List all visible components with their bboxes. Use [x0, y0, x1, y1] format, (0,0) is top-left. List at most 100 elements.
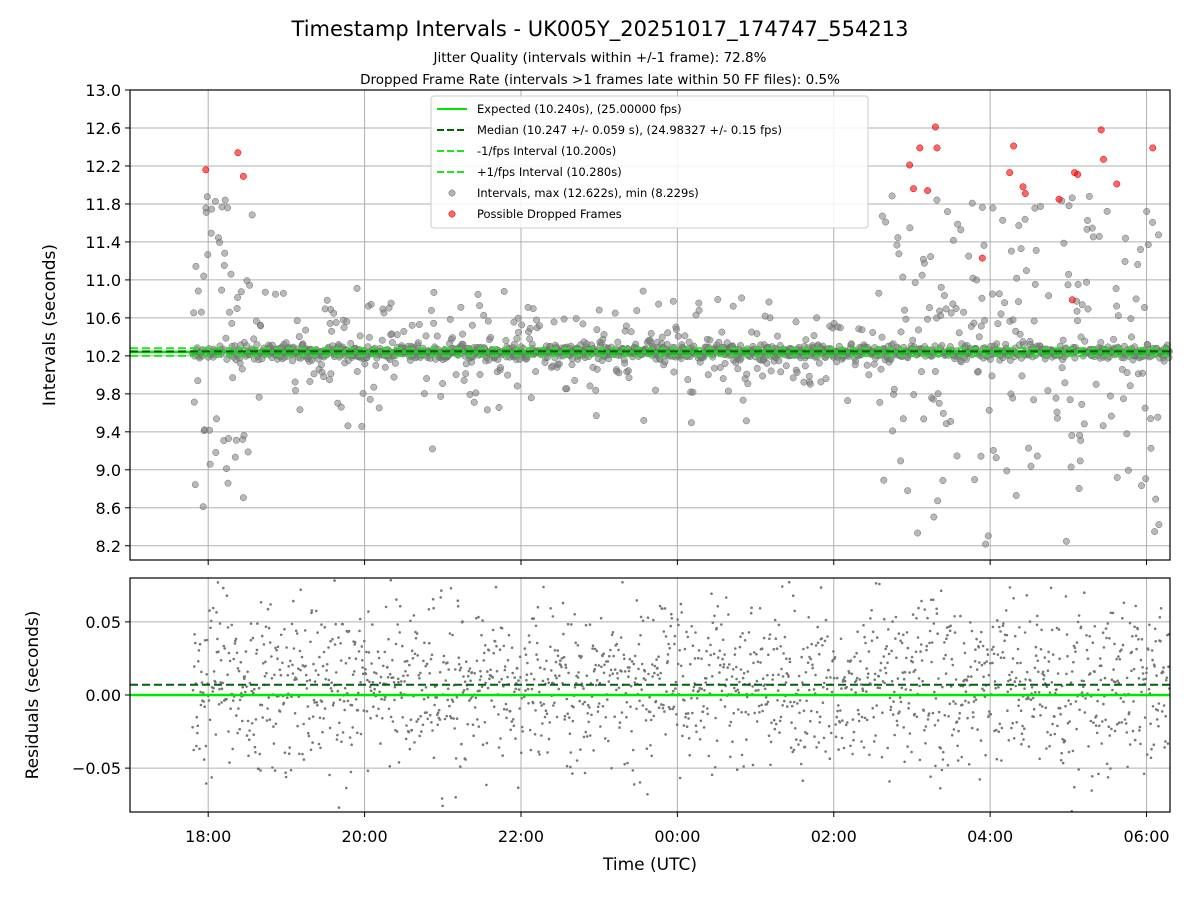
interval-point	[375, 404, 383, 412]
residual-point	[924, 725, 928, 728]
residual-point	[348, 656, 351, 660]
interval-point	[595, 306, 603, 314]
residual-point	[933, 724, 937, 727]
residual-point	[600, 665, 603, 669]
residual-point	[295, 632, 299, 635]
residual-point	[1073, 785, 1076, 789]
residual-point	[915, 616, 918, 620]
residual-point	[364, 672, 368, 676]
interval-point	[930, 513, 938, 521]
x-tick-label: 06:00	[1123, 827, 1169, 846]
interval-point	[953, 452, 961, 460]
residual-point	[711, 675, 714, 678]
interval-point	[684, 376, 692, 384]
residual-point	[917, 606, 920, 610]
residual-point	[777, 623, 781, 627]
interval-point	[1078, 301, 1086, 309]
residual-point	[205, 673, 208, 676]
interval-point	[191, 481, 199, 489]
residual-point	[1078, 708, 1081, 712]
interval-point	[805, 372, 813, 380]
residual-point	[730, 675, 734, 678]
residual-point	[286, 696, 289, 700]
residual-point	[962, 642, 966, 645]
interval-point	[640, 416, 648, 424]
residual-point	[577, 671, 580, 674]
residual-point	[836, 709, 839, 713]
residual-point	[1147, 687, 1151, 691]
chart-subtitle-jitter: Jitter Quality (intervals within +/-1 fr…	[433, 50, 767, 66]
residual-point	[387, 707, 391, 711]
residual-point	[1134, 634, 1138, 638]
residual-point	[805, 699, 808, 703]
residual-point	[707, 663, 711, 667]
residual-point	[392, 681, 396, 684]
interval-point	[250, 335, 258, 343]
residual-point	[502, 707, 506, 711]
residual-point	[608, 654, 611, 658]
residual-point	[368, 680, 371, 684]
residual-point	[1039, 714, 1042, 717]
interval-point	[647, 330, 655, 337]
residual-point	[488, 677, 491, 681]
residual-point	[536, 605, 540, 609]
interval-point	[194, 377, 202, 385]
residual-point	[1060, 751, 1063, 755]
interval-point	[272, 290, 279, 298]
residual-point	[749, 611, 753, 615]
residual-point	[832, 676, 836, 680]
bottom-plot-frame	[129, 577, 1171, 813]
residual-point	[983, 661, 986, 665]
residual-point	[264, 625, 268, 628]
residual-point	[328, 726, 332, 730]
interval-point	[1064, 281, 1072, 289]
residual-point	[543, 715, 547, 719]
interval-point	[802, 336, 810, 344]
residual-point	[867, 650, 871, 653]
residual-point	[1009, 687, 1013, 691]
residual-point	[248, 729, 251, 732]
residual-point	[738, 645, 742, 649]
residual-point	[924, 742, 927, 745]
residual-point	[250, 689, 253, 693]
residual-point	[335, 738, 339, 741]
interval-point	[1114, 312, 1122, 320]
residual-point	[218, 622, 222, 625]
residual-point	[967, 675, 970, 678]
interval-point	[1147, 444, 1155, 452]
residual-point	[927, 714, 930, 717]
residual-point	[1108, 734, 1111, 737]
residual-point	[586, 712, 589, 715]
interval-point	[704, 371, 712, 379]
residual-point	[383, 698, 386, 702]
interval-point	[502, 337, 510, 344]
residual-point	[1017, 698, 1021, 702]
residual-point	[558, 674, 561, 678]
residual-point	[995, 757, 999, 761]
residual-point	[607, 739, 610, 743]
residual-point	[1083, 591, 1086, 594]
residual-point	[606, 660, 610, 663]
residual-point	[446, 661, 449, 664]
residual-point	[633, 681, 637, 684]
interval-point	[909, 336, 917, 344]
residual-point	[864, 641, 867, 645]
interval-point	[1149, 218, 1157, 226]
residual-point	[367, 651, 371, 654]
residual-point	[344, 662, 348, 665]
interval-point	[310, 370, 318, 378]
residual-point	[702, 726, 706, 729]
residual-point	[196, 724, 200, 728]
residual-point	[752, 651, 756, 654]
residual-point	[237, 669, 241, 673]
residual-point	[696, 656, 700, 660]
residual-point	[1114, 680, 1117, 684]
interval-point	[460, 376, 468, 384]
interval-point	[592, 386, 600, 394]
residual-point	[1075, 641, 1079, 644]
residual-point	[524, 689, 527, 692]
residual-point	[1076, 620, 1080, 624]
residual-point	[884, 671, 888, 675]
residual-point	[806, 661, 810, 664]
residual-point	[293, 712, 297, 715]
